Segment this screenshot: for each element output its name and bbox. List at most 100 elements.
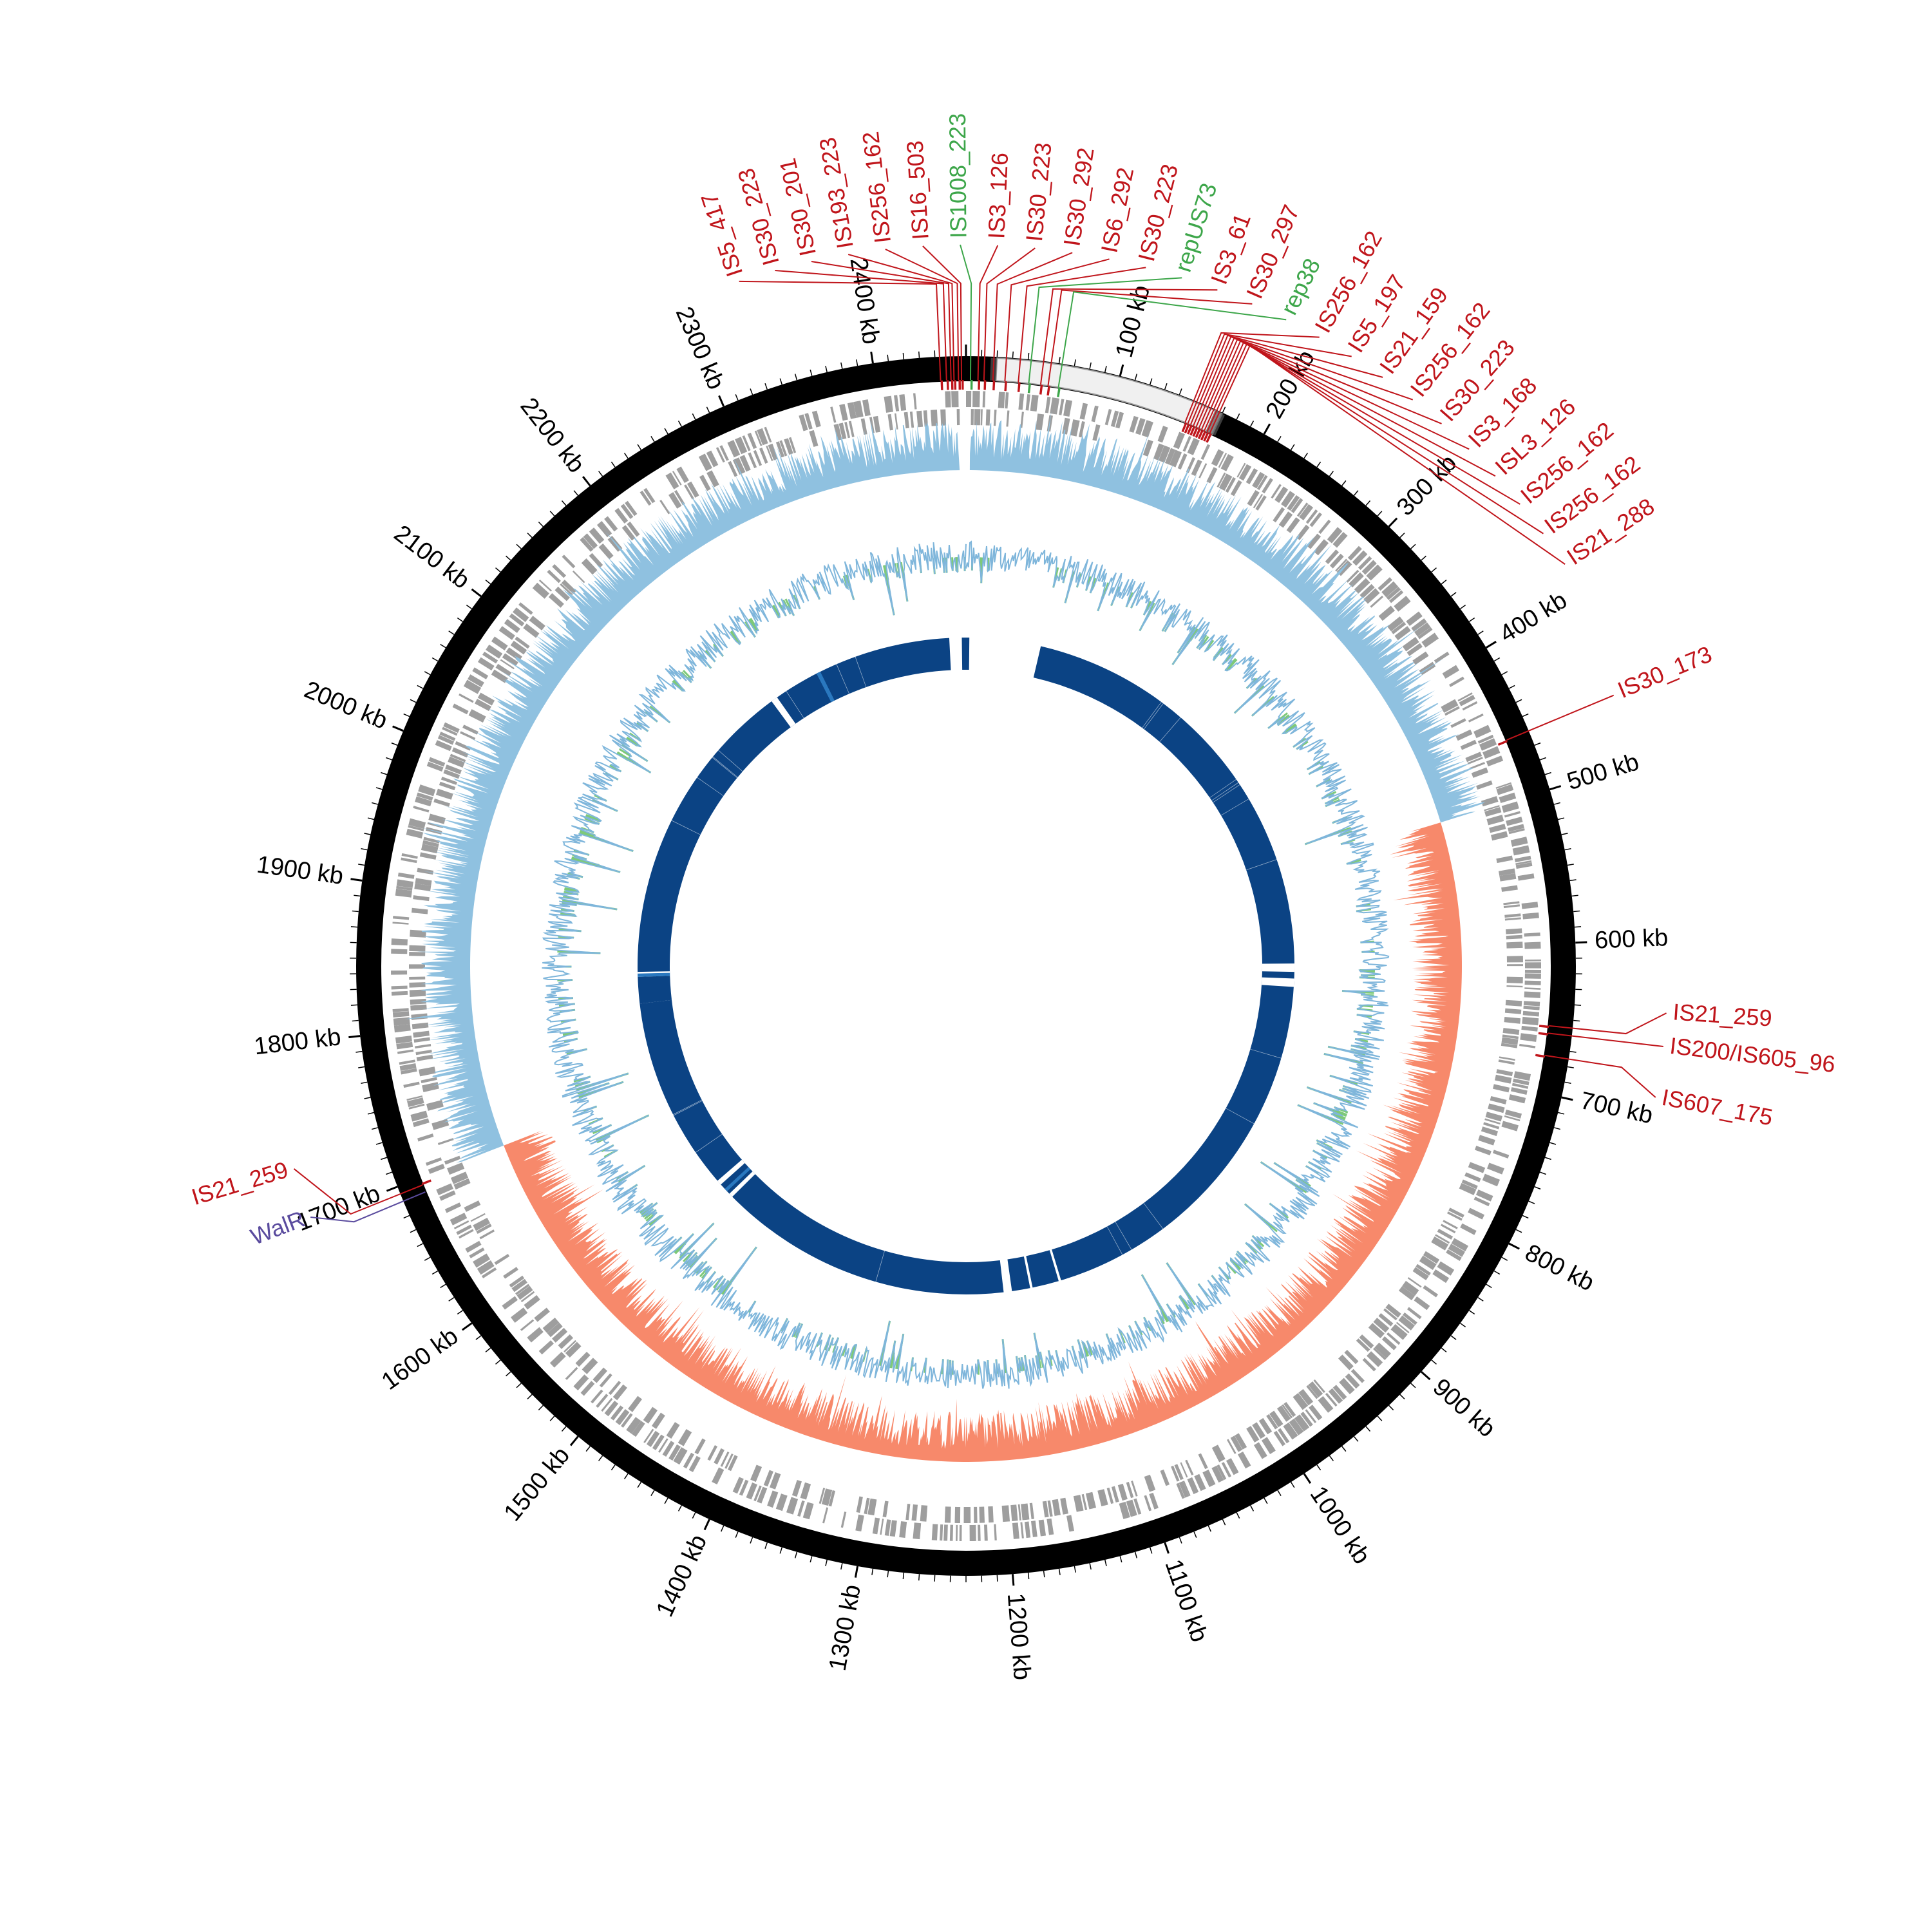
cds-block (1440, 1224, 1456, 1234)
tick-label: 1000 kb (1305, 1481, 1376, 1569)
blast-gap-thin (712, 756, 738, 778)
cds-block (1441, 699, 1459, 713)
cds-block (1079, 402, 1088, 420)
cds-block (1502, 1034, 1519, 1039)
major-tick (1549, 785, 1562, 791)
cds-block (1047, 1500, 1053, 1517)
cds-block (1157, 426, 1168, 443)
cds-block (582, 1358, 598, 1374)
cds-block (1468, 713, 1484, 723)
feature-callout-line (1047, 289, 1253, 386)
cds-block (504, 619, 520, 633)
cds-block (409, 976, 426, 980)
cds-block (672, 471, 682, 486)
cds-block (1524, 962, 1541, 969)
cds-block (1299, 504, 1314, 521)
minor-tick (410, 699, 417, 703)
feature-callout-line (983, 247, 1036, 381)
feature-label: IS16_503 (902, 140, 934, 240)
minor-tick (367, 817, 374, 820)
minor-tick (431, 1270, 439, 1275)
tick-label: 500 kb (1564, 748, 1642, 795)
cds-block (1468, 1208, 1485, 1220)
cds-block (1060, 1497, 1068, 1515)
minor-tick (637, 444, 642, 451)
cds-block (395, 888, 412, 898)
cds-block (459, 693, 474, 703)
blast-gap-thin (671, 820, 701, 835)
cds-block (1402, 1312, 1417, 1325)
cds-block (561, 580, 576, 594)
cds-block (1406, 643, 1423, 656)
feature-callout-line (1018, 267, 1146, 383)
cds-block (1345, 1373, 1360, 1389)
major-tick (1011, 1574, 1015, 1586)
cds-block (444, 1202, 462, 1213)
cds-block (1349, 572, 1364, 588)
cds-block (872, 1517, 880, 1535)
cds-block (770, 1472, 781, 1490)
is-element-mark (1192, 427, 1198, 437)
cds-block (529, 616, 545, 630)
cds-block (904, 412, 909, 429)
cds-block (1506, 817, 1523, 826)
cds-block (520, 1291, 535, 1303)
minor-tick (549, 511, 555, 516)
cds-block (979, 1506, 985, 1523)
cds-block (448, 756, 465, 768)
minor-tick (1012, 351, 1014, 358)
cds-block (727, 440, 741, 458)
blast-gap (772, 697, 796, 728)
cds-block (1522, 1016, 1539, 1026)
minor-tick (1564, 848, 1571, 851)
cds-block (403, 1081, 420, 1088)
minor-tick (1250, 1505, 1255, 1511)
cds-block (643, 1406, 658, 1424)
feature-callout-line (1193, 336, 1414, 426)
cds-block (1274, 486, 1289, 503)
minor-tick (527, 1394, 533, 1399)
cds-block (1450, 718, 1466, 728)
cds-block (1020, 412, 1024, 428)
cds-block (1338, 1354, 1354, 1370)
cds-block (1368, 1323, 1385, 1339)
cds-block (757, 428, 768, 446)
minor-tick (677, 1505, 682, 1511)
minor-tick (1329, 1455, 1334, 1461)
cds-block (589, 527, 605, 544)
blast-gap-thin (1250, 1048, 1282, 1059)
cds-block (516, 1285, 533, 1300)
cds-block (397, 872, 415, 879)
cds-block (580, 536, 594, 552)
cds-block (911, 1504, 918, 1521)
cds-block (728, 460, 738, 477)
cds-block (1291, 498, 1303, 513)
feature-label: IS30_173 (1614, 641, 1716, 703)
cds-block (1358, 556, 1372, 571)
cds-block (392, 1011, 410, 1018)
cds-block (1245, 468, 1258, 484)
cds-block (1278, 1428, 1290, 1444)
cds-block (462, 724, 478, 735)
cds-block (1180, 1462, 1188, 1478)
minor-tick (372, 802, 379, 805)
cds-block (1225, 477, 1236, 493)
cds-block (475, 699, 491, 712)
cds-block (621, 1413, 633, 1428)
cds-block (406, 1095, 423, 1101)
cds-block (1262, 478, 1273, 494)
cds-block (913, 393, 917, 410)
cds-block (1091, 405, 1099, 422)
blast-gap-thin (1144, 703, 1164, 730)
cds-block (1185, 1459, 1194, 1475)
cds-block (662, 1441, 675, 1457)
cds-block (1221, 1462, 1231, 1478)
cds-block (1390, 1323, 1408, 1340)
cds-block (1387, 616, 1404, 632)
cds-block (1414, 1296, 1430, 1311)
cds-block (419, 852, 437, 860)
minor-tick (1573, 910, 1580, 913)
cds-block (1050, 397, 1060, 415)
minor-tick (1353, 1436, 1359, 1442)
cds-block (1294, 1414, 1310, 1432)
